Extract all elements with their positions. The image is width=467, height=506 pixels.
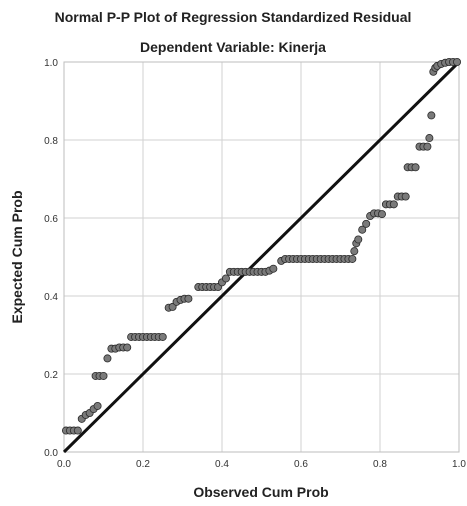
data-point	[350, 247, 359, 256]
reference-line-group	[62, 60, 461, 454]
x-tick-label: 0.4	[215, 459, 229, 470]
x-tick-label: 1.0	[452, 459, 466, 470]
data-point	[401, 192, 410, 201]
x-tick-label: 0.8	[373, 459, 387, 470]
data-point	[158, 332, 167, 341]
y-tick-label: 0.6	[44, 214, 58, 225]
data-point	[93, 401, 102, 410]
y-tick-label: 0.2	[44, 370, 58, 381]
x-tick-label: 0.0	[57, 459, 71, 470]
data-point	[184, 294, 193, 303]
x-axis-label: Observed Cum Prob	[193, 484, 328, 500]
data-point	[427, 111, 436, 120]
data-points	[61, 58, 462, 435]
y-tick-label: 0.0	[44, 448, 58, 459]
data-point	[358, 225, 367, 234]
data-point	[411, 163, 420, 172]
plot-frame	[63, 61, 460, 453]
data-point	[348, 254, 357, 263]
reference-line	[62, 60, 461, 454]
data-point	[389, 200, 398, 209]
data-point	[123, 343, 132, 352]
data-point	[354, 235, 363, 244]
data-point	[377, 210, 386, 219]
data-point	[103, 354, 112, 363]
data-point	[73, 426, 82, 435]
data-point	[221, 274, 230, 283]
data-point	[453, 58, 462, 67]
data-point	[423, 142, 432, 151]
y-tick-label: 0.8	[44, 136, 58, 147]
x-tick-labels: 0.0 0.2 0.4 0.6 0.8 1.0	[57, 459, 466, 470]
y-tick-labels: 0.0 0.2 0.4 0.6 0.8 1.0	[44, 58, 58, 459]
y-tick-label: 0.4	[44, 292, 58, 303]
data-point	[269, 264, 278, 273]
chart-title: Normal P-P Plot of Regression Standardiz…	[55, 9, 412, 25]
chart-subtitle: Dependent Variable: Kinerja	[140, 39, 326, 55]
x-tick-label: 0.2	[136, 459, 150, 470]
x-tick-label: 0.6	[294, 459, 308, 470]
y-tick-label: 1.0	[44, 58, 58, 69]
data-point	[425, 134, 434, 143]
data-point	[99, 371, 108, 380]
y-axis-label: Expected Cum Prob	[9, 190, 25, 323]
data-point	[362, 219, 371, 228]
